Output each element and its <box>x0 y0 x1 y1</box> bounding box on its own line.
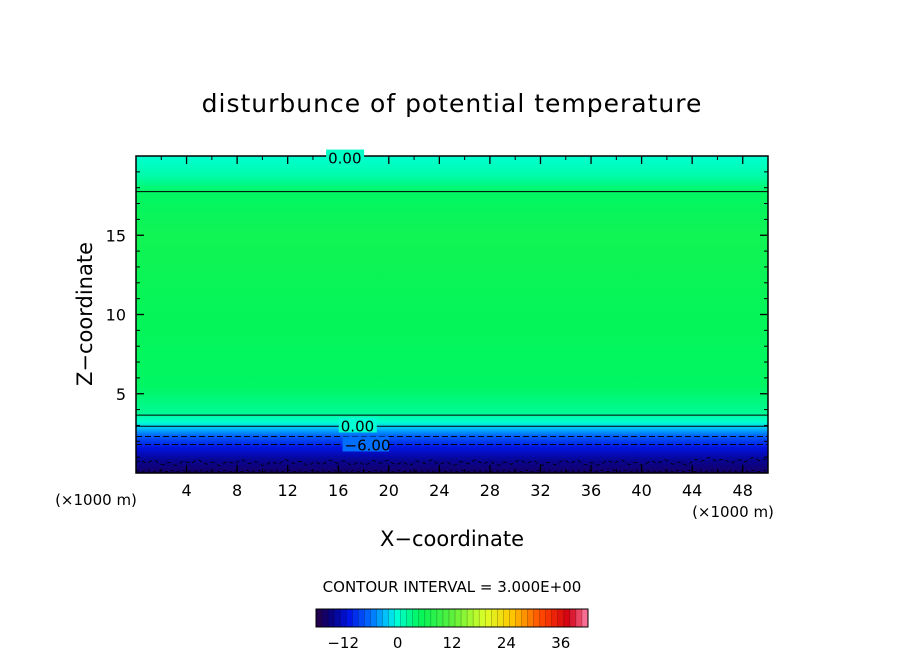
colorbar <box>315 608 589 628</box>
x-tick-label: 48 <box>733 481 753 500</box>
contour-interval-label: CONTOUR INTERVAL = 3.000E+00 <box>323 578 582 596</box>
colorbar-swatch <box>551 609 559 627</box>
colorbar-swatch <box>569 609 577 627</box>
y-axis-label: Z−coordinate <box>73 242 97 386</box>
x-tick-label: 36 <box>581 481 601 500</box>
colorbar-swatch <box>448 609 456 627</box>
colorbar-swatch <box>557 609 565 627</box>
colorbar-swatch <box>418 609 426 627</box>
colorbar-swatch <box>388 609 395 627</box>
colorbar-swatch <box>509 609 516 627</box>
contour-labels: 0.000.00−6.00 <box>326 149 391 454</box>
contour-label-bg <box>342 436 390 452</box>
colorbar-swatch <box>382 609 389 627</box>
colorbar-swatch <box>334 609 341 627</box>
colorbar-tick-label: 12 <box>442 634 461 652</box>
x-tick-label: 20 <box>379 481 399 500</box>
colorbar-swatch <box>400 609 408 627</box>
colorbar-swatch <box>412 609 420 627</box>
x-tick-label: 4 <box>181 481 191 500</box>
x-tick-label: 44 <box>682 481 702 500</box>
colorbar-swatch <box>485 609 492 627</box>
colorbar-swatch <box>352 609 359 627</box>
colorbar-swatch <box>581 609 589 627</box>
colorbar-swatch <box>376 609 383 627</box>
contour-label-bg <box>326 149 365 165</box>
colorbar-swatch <box>436 609 444 627</box>
colorbar-swatch <box>424 609 432 627</box>
colorbar-swatch <box>479 609 486 627</box>
colorbar-swatch <box>515 609 522 627</box>
colorbar-swatch <box>563 609 571 627</box>
colorbar-swatch <box>358 609 365 627</box>
x-tick-label: 28 <box>480 481 500 500</box>
chart-title: disturbunce of potential temperature <box>202 89 703 118</box>
colorbar-swatch <box>575 609 583 627</box>
x-tick-label: 24 <box>429 481 449 500</box>
colorbar-swatch <box>455 609 462 627</box>
colorbar-swatch <box>461 609 468 627</box>
colorbar-swatch <box>467 609 474 627</box>
colorbar-tick-label: −12 <box>327 634 359 652</box>
colorbar-tick-label: 24 <box>497 634 516 652</box>
x-tick-labels: 4 8 12 16 20 24 28 32 36 40 44 48 <box>181 481 752 500</box>
colorbar-swatch <box>545 609 553 627</box>
colorbar-swatch <box>364 609 371 627</box>
colorbar-tick-label: 0 <box>393 634 403 652</box>
colorbar-swatch <box>503 609 510 627</box>
x-axis-label: X−coordinate <box>380 527 524 551</box>
x-tick-label: 12 <box>278 481 298 500</box>
colorbar-swatch <box>539 609 547 627</box>
colorbar-swatch <box>322 609 329 627</box>
colorbar-swatch <box>430 609 438 627</box>
colorbar-swatch <box>527 609 534 627</box>
contour-label-bg <box>338 417 377 433</box>
colorbar-swatch <box>370 609 377 627</box>
colorbar-swatch <box>394 609 402 627</box>
plot-area: 0.000.00−6.00 <box>135 149 769 474</box>
x-tick-label: 32 <box>530 481 550 500</box>
y-tick-labels: 5 10 15 <box>106 226 126 404</box>
colorbar-swatch <box>521 609 528 627</box>
contour-label: −6.00 <box>345 436 391 454</box>
contour-minus-12 <box>136 469 768 473</box>
colorbar-labels: −12 0 12 24 36 <box>327 634 570 652</box>
y-unit-label: (×1000 m) <box>692 503 774 521</box>
y-tick-label: 5 <box>116 385 126 404</box>
y-tick-label: 15 <box>106 226 126 245</box>
colorbar-swatch <box>442 609 450 627</box>
colorbar-frame <box>315 608 589 628</box>
colorbar-tick-label: 36 <box>551 634 570 652</box>
x-tick-label: 40 <box>631 481 651 500</box>
x-unit-label: (×1000 m) <box>55 491 137 509</box>
colorbar-swatch <box>346 609 353 627</box>
colorbar-swatch <box>533 609 541 627</box>
colorbar-swatch <box>328 609 335 627</box>
colorbar-swatch <box>491 609 498 627</box>
y-tick-label: 10 <box>106 306 126 325</box>
colorbar-swatch <box>340 609 347 627</box>
contour-label: 0.00 <box>328 150 361 168</box>
colorbar-swatch <box>406 609 414 627</box>
contour-lines <box>136 191 768 473</box>
x-tick-label: 8 <box>232 481 242 500</box>
contour-label: 0.00 <box>341 417 374 435</box>
colorbar-swatch <box>497 609 504 627</box>
heatmap-field <box>136 156 768 473</box>
colorbar-swatch <box>473 609 480 627</box>
colorbar-swatch <box>316 609 323 627</box>
x-tick-label: 16 <box>328 481 348 500</box>
